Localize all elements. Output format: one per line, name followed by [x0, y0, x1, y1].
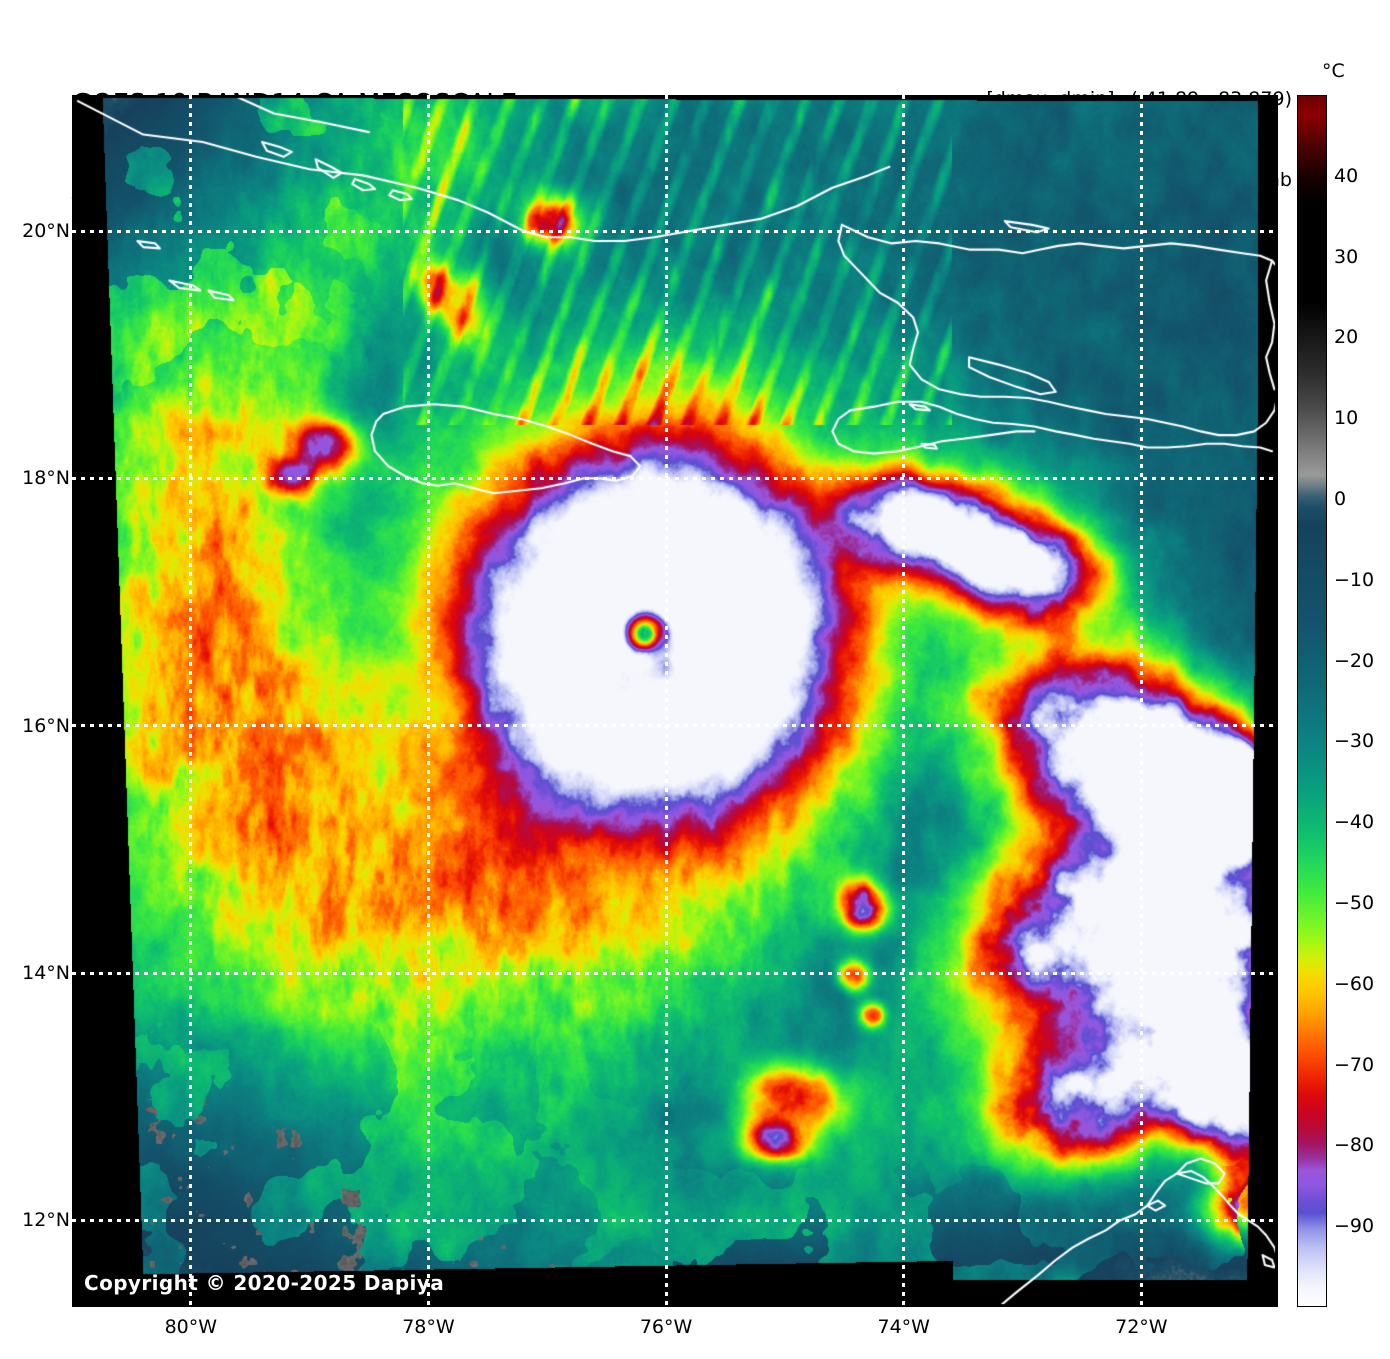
lat-tick-label: 14°N: [22, 962, 70, 985]
colorbar-tick: 0: [1334, 488, 1347, 510]
colorbar-tick: −20: [1334, 649, 1375, 672]
colorbar-tick: −80: [1334, 1134, 1375, 1157]
gridline-lat: [72, 229, 1278, 233]
lat-tick-label: 20°N: [22, 220, 70, 243]
colorbar-tick: −10: [1334, 568, 1375, 591]
gridline-lon: [189, 95, 193, 1307]
colorbar-tick: −40: [1334, 811, 1375, 834]
satellite-imagery-canvas: [72, 95, 1278, 1307]
satellite-map[interactable]: Copyright © 2020-2025 Dapiya: [72, 95, 1278, 1307]
lon-tick-label: 78°W: [402, 1316, 455, 1338]
gridline-lon: [664, 95, 668, 1307]
colorbar-tick: 40: [1334, 164, 1359, 187]
gridline-lat: [72, 971, 1278, 975]
colorbar-tick: 10: [1334, 407, 1359, 430]
gridline-lat: [72, 1218, 1278, 1222]
colorbar-gradient: [1298, 96, 1326, 1306]
colorbar[interactable]: [1297, 95, 1327, 1307]
colorbar-tick: −50: [1334, 892, 1375, 914]
gridline-lat: [72, 476, 1278, 480]
lat-tick-label: 16°N: [22, 714, 70, 737]
lon-tick-label: 72°W: [1115, 1316, 1168, 1338]
gridline-lon: [1139, 95, 1143, 1307]
lon-tick-label: 76°W: [639, 1316, 693, 1338]
colorbar-tick: −60: [1334, 972, 1375, 995]
gridline-lon: [426, 95, 430, 1307]
colorbar-tick: 30: [1334, 245, 1359, 268]
lon-tick-label: 74°W: [877, 1316, 930, 1338]
copyright-label: Copyright © 2020-2025 Dapiya: [84, 1271, 445, 1295]
lat-tick-label: 18°N: [22, 467, 70, 490]
colorbar-tick: −70: [1334, 1053, 1375, 1076]
colorbar-tick: −30: [1334, 730, 1375, 753]
colorbar-tick: 20: [1334, 326, 1359, 349]
gridline-lon: [902, 95, 906, 1307]
lat-tick-label: 12°N: [22, 1209, 70, 1232]
colorbar-tick: −90: [1334, 1215, 1375, 1238]
colorbar-unit-label: °C: [1322, 60, 1345, 82]
lon-tick-label: 80°W: [164, 1316, 218, 1338]
gridline-lat: [72, 724, 1278, 728]
